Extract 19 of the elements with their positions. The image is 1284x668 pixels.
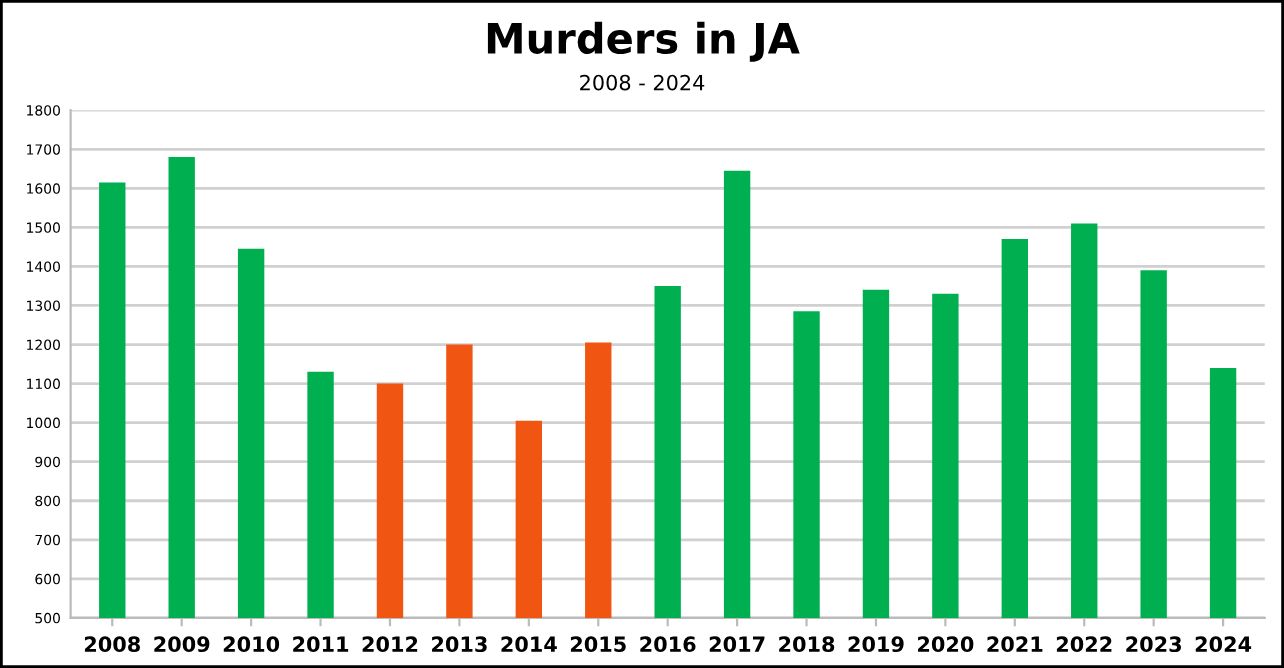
- x-tick-label: 2015: [570, 636, 626, 653]
- x-tick-label: 2022: [1056, 636, 1112, 653]
- x-tick-label: 2017: [709, 636, 765, 653]
- x-tick-label: 2023: [1126, 636, 1181, 653]
- x-tick-label: 2010: [223, 636, 280, 653]
- x-tick-label: 2016: [640, 636, 696, 653]
- x-tick-label: 2018: [779, 636, 835, 653]
- x-tick-label: 2019: [848, 636, 904, 653]
- x-tick-label: 2020: [918, 636, 974, 653]
- x-tick-label: 2011: [293, 636, 349, 653]
- chart-title: Murders in JA: [487, 21, 800, 62]
- x-tick-label: 2009: [154, 636, 210, 653]
- chart-subtitle: 2008 - 2024: [580, 74, 705, 91]
- x-tick-label: 2021: [987, 636, 1043, 653]
- x-tick-label: 2012: [362, 636, 418, 653]
- x-tick-label: 2024: [1195, 636, 1252, 653]
- x-tick-label: 2014: [501, 636, 557, 653]
- x-tick-label: 2008: [84, 636, 140, 653]
- x-tick-label: 2013: [432, 636, 487, 653]
